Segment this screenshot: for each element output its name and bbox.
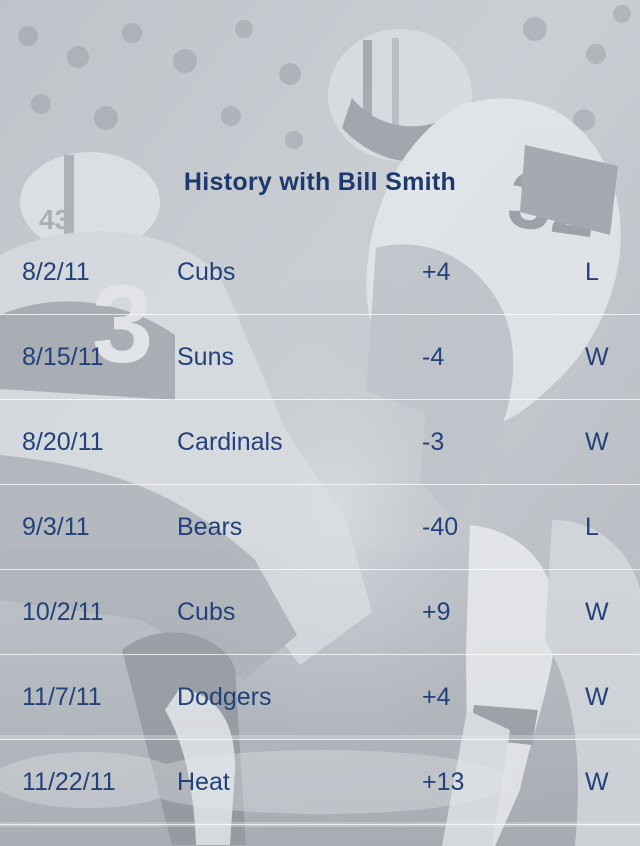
history-spread: -40 <box>422 513 459 541</box>
page-title: History with Bill Smith <box>183 168 457 196</box>
history-team: Cubs <box>177 598 236 626</box>
history-list: 8/2/11 Cubs +4 L 8/15/11 Suns -4 W 8/20/… <box>0 230 640 825</box>
history-date: 9/3/11 <box>22 513 90 541</box>
history-spread: +13 <box>422 768 465 796</box>
history-date: 8/20/11 <box>22 428 104 456</box>
history-row: 11/7/11 Dodgers +4 W <box>0 655 640 740</box>
history-date: 8/15/11 <box>22 343 104 371</box>
history-result: L <box>585 513 599 541</box>
history-result: L <box>585 258 599 286</box>
history-spread: -3 <box>422 428 445 456</box>
history-row: 8/20/11 Cardinals -3 W <box>0 400 640 485</box>
history-team: Cardinals <box>177 428 283 456</box>
history-date: 8/2/11 <box>22 258 90 286</box>
history-team: Heat <box>177 768 230 796</box>
history-date: 10/2/11 <box>22 598 104 626</box>
history-team: Cubs <box>177 258 236 286</box>
history-date: 11/22/11 <box>22 768 116 796</box>
background-jersey-number-3: 3 <box>92 263 153 386</box>
history-result: W <box>585 683 609 711</box>
history-result: W <box>585 598 609 626</box>
history-row: 11/22/11 Heat +13 W <box>0 740 640 825</box>
history-date: 11/7/11 <box>22 683 102 711</box>
history-spread: +4 <box>422 683 451 711</box>
history-spread: +4 <box>422 258 451 286</box>
history-spread: +9 <box>422 598 451 626</box>
background-jersey-number-43: 43 <box>39 204 70 235</box>
history-row: 8/2/11 Cubs +4 L <box>0 230 640 315</box>
history-result: W <box>585 343 609 371</box>
history-team: Suns <box>177 343 234 371</box>
history-row: 10/2/11 Cubs +9 W <box>0 570 640 655</box>
history-team: Bears <box>177 513 243 541</box>
history-row: 8/15/11 Suns -4 W <box>0 315 640 400</box>
history-spread: -4 <box>422 343 445 371</box>
history-team: Dodgers <box>177 683 272 711</box>
history-result: W <box>585 768 609 796</box>
history-result: W <box>585 428 609 456</box>
history-row: 9/3/11 Bears -40 L <box>0 485 640 570</box>
